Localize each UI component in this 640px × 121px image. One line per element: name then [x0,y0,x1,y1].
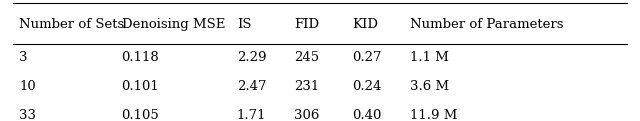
Text: 306: 306 [294,109,320,121]
Text: FID: FID [294,18,319,31]
Text: 0.118: 0.118 [122,51,159,64]
Text: 0.40: 0.40 [352,109,381,121]
Text: Denoising MSE: Denoising MSE [122,18,225,31]
Text: 10: 10 [19,80,36,93]
Text: 11.9 M: 11.9 M [410,109,457,121]
Text: 245: 245 [294,51,319,64]
Text: 0.105: 0.105 [122,109,159,121]
Text: 231: 231 [294,80,319,93]
Text: IS: IS [237,18,252,31]
Text: 2.47: 2.47 [237,80,266,93]
Text: 3: 3 [19,51,28,64]
Text: 3.6 M: 3.6 M [410,80,449,93]
Text: 0.101: 0.101 [122,80,159,93]
Text: 2.29: 2.29 [237,51,266,64]
Text: 0.27: 0.27 [352,51,381,64]
Text: 1.1 M: 1.1 M [410,51,449,64]
Text: Number of Parameters: Number of Parameters [410,18,563,31]
Text: KID: KID [352,18,378,31]
Text: 1.71: 1.71 [237,109,266,121]
Text: Number of Sets: Number of Sets [19,18,124,31]
Text: 33: 33 [19,109,36,121]
Text: 0.24: 0.24 [352,80,381,93]
